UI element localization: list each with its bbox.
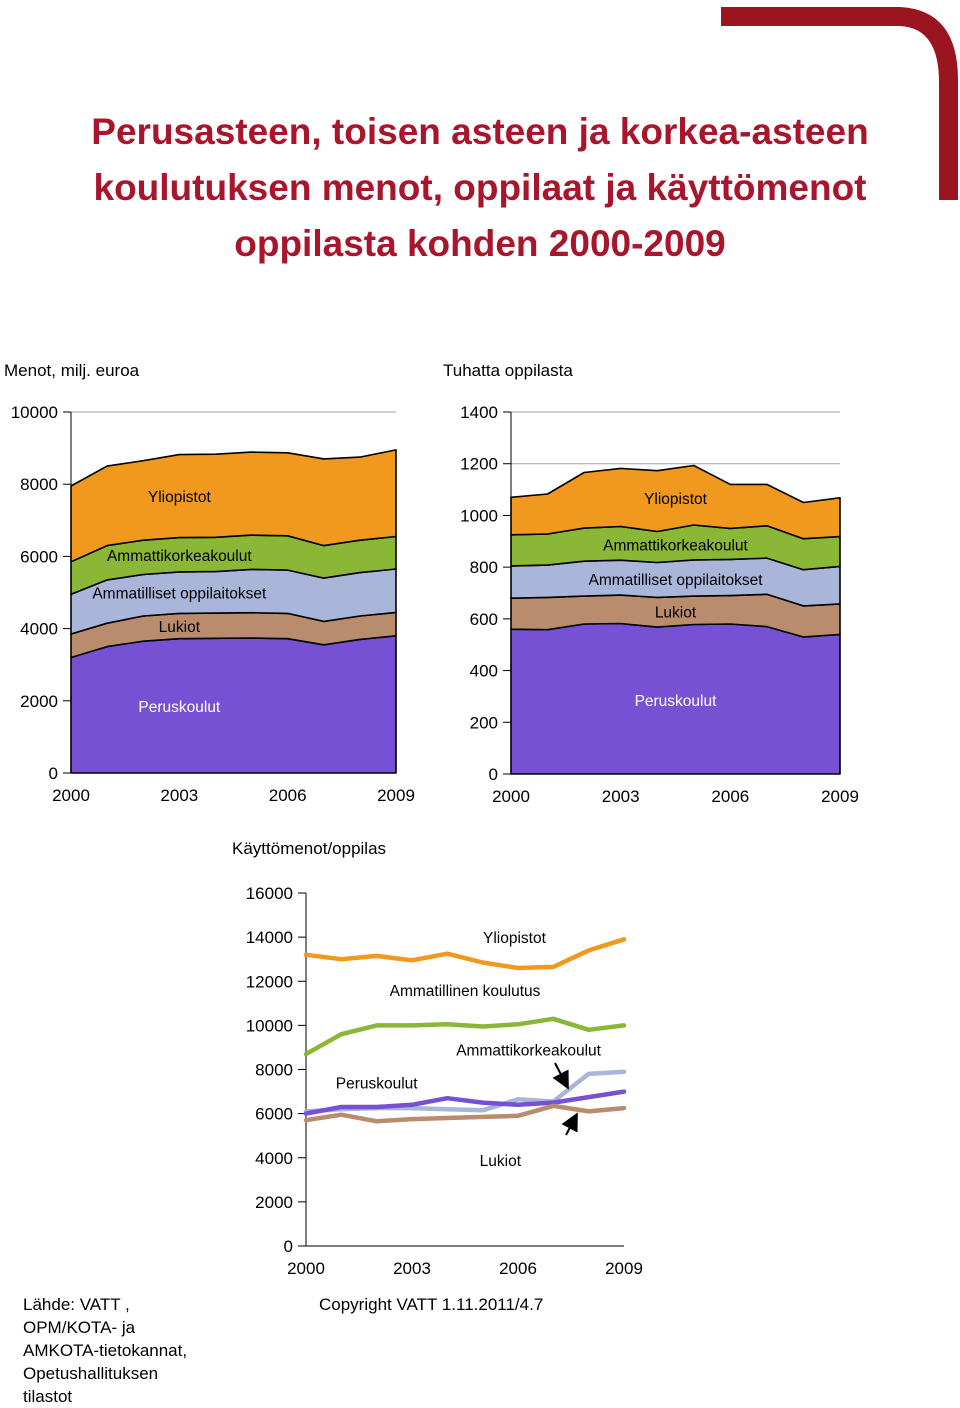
area-yliopistot <box>510 464 841 540</box>
area-yliopistot <box>70 449 397 563</box>
y-tick-label: 4000 <box>255 1149 293 1168</box>
chart-1-title: Menot, milj. euroa <box>4 361 140 380</box>
x-tick-label: 2003 <box>393 1259 431 1278</box>
x-tick-label: 2009 <box>821 787 859 806</box>
y-tick-label: 10000 <box>11 403 58 422</box>
source-note: Lähde: VATT , OPM/KOTA- ja AMKOTA-tietok… <box>23 1295 188 1406</box>
y-tick-label: 600 <box>470 610 498 629</box>
series-label-yliopistot: Yliopistot <box>644 491 708 508</box>
x-tick-label: 2000 <box>287 1259 325 1278</box>
y-tick-label: 14000 <box>246 928 293 947</box>
annotation-yliopistot: Yliopistot <box>483 930 547 947</box>
y-tick-label: 1200 <box>460 455 498 474</box>
y-tick-label: 2000 <box>255 1193 293 1212</box>
series-label-peruskoulut: Peruskoulut <box>635 693 718 710</box>
x-tick-label: 2006 <box>499 1259 537 1278</box>
y-tick-label: 8000 <box>255 1061 293 1080</box>
x-tick-label: 2000 <box>52 786 90 805</box>
x-tick-label: 2006 <box>711 787 749 806</box>
series-label-ammattikorkeakoulut: Ammattikorkeakoulut <box>107 548 252 565</box>
series-label-yliopistot: Yliopistot <box>148 489 212 506</box>
y-tick-label: 0 <box>284 1237 293 1256</box>
copyright-note: Copyright VATT 1.11.2011/4.7 <box>319 1295 544 1314</box>
line-ammatillinen-koulutus <box>303 1016 627 1057</box>
y-tick-label: 10000 <box>246 1016 293 1035</box>
annotation-ammattikorkeakoulut: Ammattikorkeakoulut <box>456 1043 601 1060</box>
line-yliopistot <box>303 937 627 971</box>
y-tick-label: 8000 <box>20 475 58 494</box>
x-tick-label: 2009 <box>605 1259 643 1278</box>
series-label-ammatilliset-oppilaitokset: Ammatilliset oppilaitokset <box>588 572 763 589</box>
y-tick-label: 400 <box>470 662 498 681</box>
annotation-peruskoulut: Peruskoulut <box>336 1076 419 1093</box>
series-label-lukiot: Lukiot <box>159 619 201 636</box>
x-tick-label: 2003 <box>602 787 640 806</box>
y-tick-label: 6000 <box>255 1105 293 1124</box>
expenditure-area-chart: 0 2000 4000 6000 8000 10000 2000 2003 2006 2009 Pe… <box>11 403 415 805</box>
series-label-ammattikorkeakoulut: Ammattikorkeakoulut <box>603 538 748 555</box>
chart-3-title: Käyttömenot/oppilas <box>232 839 387 858</box>
y-tick-label: 2000 <box>20 692 58 711</box>
y-tick-label: 200 <box>470 713 498 732</box>
x-tick-label: 2006 <box>269 786 307 805</box>
y-tick-label: 1000 <box>460 506 498 525</box>
cost-per-student-line-chart: 0 2000 4000 6000 8000 10000 12000 14000 16000 200… <box>246 884 643 1278</box>
y-tick-label: 4000 <box>20 620 58 639</box>
y-tick-label: 16000 <box>246 884 293 903</box>
corner-decoration <box>721 7 958 200</box>
y-tick-label: 12000 <box>246 972 293 991</box>
series-label-lukiot: Lukiot <box>655 604 697 621</box>
y-tick-label: 6000 <box>20 547 58 566</box>
series-label-peruskoulut: Peruskoulut <box>138 699 221 716</box>
y-tick-label: 1400 <box>460 403 498 422</box>
annotation-lukiot: Lukiot <box>480 1153 522 1170</box>
x-tick-label: 2003 <box>160 786 198 805</box>
x-tick-label: 2000 <box>492 787 530 806</box>
y-tick-label: 0 <box>49 764 58 783</box>
y-tick-label: 800 <box>470 558 498 577</box>
page-title: Perusasteen, toisen asteen ja korkea-ast… <box>91 111 869 264</box>
line-lukiot <box>303 1103 627 1124</box>
series-label-ammatilliset-oppilaitokset: Ammatilliset oppilaitokset <box>92 586 267 603</box>
line-peruskoulut <box>303 1089 627 1116</box>
chart-2-title: Tuhatta oppilasta <box>443 361 573 380</box>
annotation-arrow-lukiot <box>561 1112 578 1136</box>
x-tick-label: 2009 <box>377 786 415 805</box>
y-tick-label: 0 <box>489 765 498 784</box>
annotation-arrow-ammattikorkeakoulut <box>552 1062 569 1090</box>
annotation-ammatillinen-koulutus: Ammatillinen koulutus <box>390 983 541 1000</box>
students-area-chart: 0 200 400 600 800 1000 1200 1400 2000 2003 2006 200… <box>460 403 859 806</box>
